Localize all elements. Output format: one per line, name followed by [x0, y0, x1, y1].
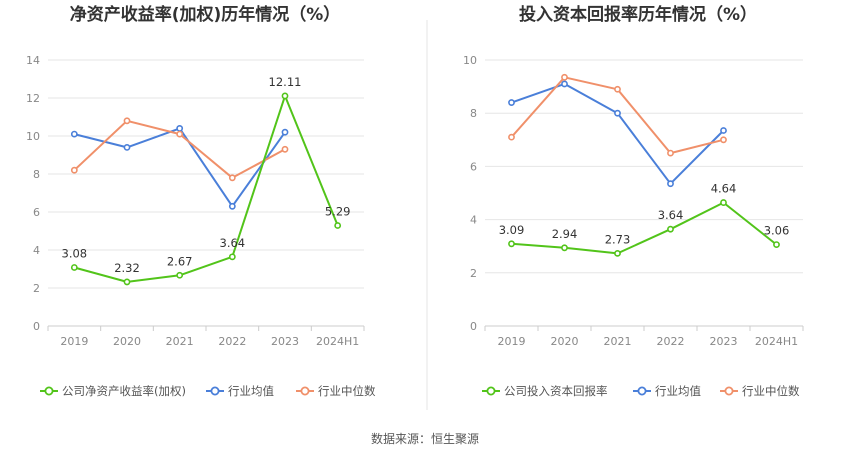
data-point-industry_median	[561, 73, 568, 81]
data-point-industry_median	[123, 117, 131, 125]
data-label: 4.64	[711, 182, 737, 196]
data-point-industry_avg	[70, 130, 78, 138]
data-point-industry_median	[176, 130, 184, 138]
data-point-industry_avg	[176, 124, 184, 132]
data-label: 3.64	[220, 236, 246, 250]
y-tick-label: 0	[33, 320, 40, 333]
legend-label: 公司净资产收益率(加权)	[62, 384, 186, 398]
data-point-company	[614, 249, 621, 257]
data-point-industry_avg	[561, 80, 568, 88]
y-tick-label: 10	[26, 130, 40, 143]
x-tick-label: 2023	[710, 335, 738, 348]
legend-swatch-marker	[724, 386, 734, 396]
data-label: 2.67	[167, 254, 193, 268]
chart-panel-2: 投入资本回报率历年情况（%） 0 2 4 6 8 10 2019 2020 2021 2022 202…	[463, 4, 804, 398]
data-point-company	[228, 253, 236, 261]
legend-swatch-marker	[486, 386, 496, 396]
y-tick-label: 10	[463, 54, 477, 67]
legend-item-industry_median: 行业中位数	[720, 384, 800, 398]
data-point-industry_median	[70, 166, 78, 174]
x-tick-label: 2024H1	[755, 335, 798, 348]
y-tick-label: 2	[33, 282, 40, 295]
x-tick-label: 2022	[657, 335, 685, 348]
series-line-company	[74, 94, 339, 283]
data-point-company	[334, 222, 342, 229]
data-label: 3.06	[764, 224, 790, 238]
x-tick-label: 2024H1	[316, 335, 359, 348]
data-point-industry_avg	[667, 180, 674, 188]
series-line-industry_avg	[511, 82, 725, 185]
data-label: 12.11	[269, 75, 302, 89]
data-point-industry_median	[667, 149, 674, 157]
data-point-industry_avg	[720, 127, 727, 134]
legend-label: 公司投入资本回报率	[504, 384, 608, 398]
x-tick-label: 2022	[218, 335, 246, 348]
legend-item-company: 公司净资产收益率(加权)	[40, 384, 186, 398]
legend-swatch-marker	[44, 386, 54, 396]
data-label: 2.32	[114, 261, 140, 275]
legend-item-company: 公司投入资本回报率	[482, 384, 608, 398]
data-point-industry_median	[614, 85, 621, 93]
y-tick-label: 6	[470, 160, 477, 173]
source-text: 数据来源：恒生聚源	[371, 431, 479, 446]
chart-panel-1: 净资产收益率(加权)历年情况（%） 0 2 4 6 8 10 12 14 2019 2020 2021…	[26, 4, 376, 398]
y-tick-label: 8	[470, 107, 477, 120]
data-point-company	[281, 92, 289, 100]
data-point-company	[667, 225, 674, 233]
legend-label: 行业中位数	[742, 384, 800, 398]
data-point-industry_median	[508, 133, 515, 141]
x-tick-label: 2019	[60, 335, 88, 348]
data-point-industry_median	[720, 136, 727, 144]
data-label: 2.73	[605, 232, 631, 246]
data-point-company	[561, 244, 568, 252]
data-point-industry_avg	[228, 202, 236, 210]
data-point-industry_avg	[281, 128, 289, 136]
chart-title: 净资产收益率(加权)历年情况（%）	[70, 4, 341, 25]
legend-label: 行业均值	[655, 384, 701, 398]
legend-swatch-marker	[637, 386, 647, 396]
data-point-company	[773, 241, 780, 249]
y-tick-label: 0	[470, 320, 477, 333]
data-point-industry_avg	[614, 109, 621, 117]
data-point-industry_median	[228, 174, 236, 182]
legend-swatch-marker	[300, 386, 310, 396]
y-tick-label: 4	[470, 214, 477, 227]
data-label: 2.94	[552, 227, 578, 241]
chart-title: 投入资本回报率历年情况（%）	[519, 4, 757, 25]
data-point-industry_median	[281, 145, 289, 153]
legend-swatch-marker	[210, 386, 220, 396]
y-tick-label: 4	[33, 244, 40, 257]
data-label: 3.08	[62, 246, 88, 260]
data-label: 5.29	[325, 204, 351, 218]
x-tick-label: 2021	[166, 335, 194, 348]
x-tick-label: 2020	[551, 335, 579, 348]
x-tick-label: 2020	[113, 335, 141, 348]
y-tick-label: 6	[33, 206, 40, 219]
data-point-company	[123, 278, 131, 286]
legend-item-industry_avg: 行业均值	[206, 384, 274, 398]
y-tick-label: 8	[33, 168, 40, 181]
data-point-company	[70, 264, 78, 271]
data-point-industry_avg	[508, 99, 515, 106]
legend-label: 行业均值	[228, 384, 274, 398]
series-line-company	[511, 201, 778, 255]
legend-item-industry_avg: 行业均值	[633, 384, 701, 398]
data-point-company	[720, 199, 727, 206]
data-label: 3.09	[499, 223, 525, 237]
x-tick-label: 2023	[271, 335, 299, 348]
x-tick-label: 2021	[604, 335, 632, 348]
data-label: 3.64	[658, 208, 684, 222]
y-tick-label: 14	[26, 54, 40, 67]
data-point-company	[176, 271, 184, 279]
data-point-company	[508, 240, 515, 248]
legend-item-industry_median: 行业中位数	[296, 384, 376, 398]
x-tick-label: 2019	[498, 335, 526, 348]
data-point-industry_avg	[123, 143, 131, 151]
y-tick-label: 12	[26, 92, 40, 105]
y-tick-label: 2	[470, 267, 477, 280]
legend-label: 行业中位数	[318, 384, 376, 398]
